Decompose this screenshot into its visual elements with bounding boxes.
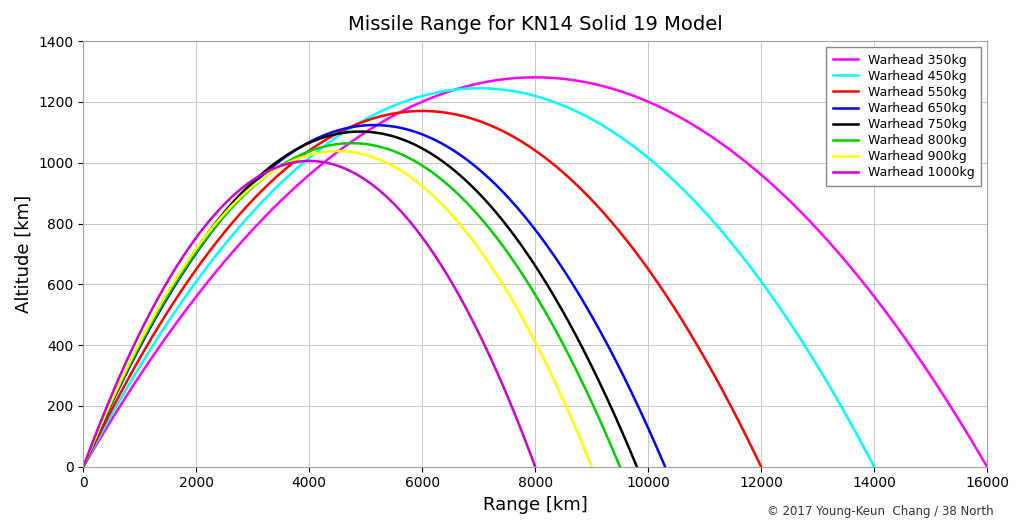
Warhead 650kg (143, 325, 156, 332)
Warhead 550kg (416, 108, 428, 114)
Text: © 2017 Young-Keun  Chang / 38 North: © 2017 Young-Keun Chang / 38 North (767, 505, 993, 518)
Warhead 750kg (313, 135, 326, 142)
Warhead 350kg (424, 95, 436, 102)
Line: Warhead 650kg: Warhead 650kg (83, 125, 666, 467)
Warhead 800kg (613, 463, 626, 470)
Warhead 750kg (620, 438, 632, 444)
Line: Warhead 350kg: Warhead 350kg (83, 77, 987, 467)
Line: Warhead 1000kg: Warhead 1000kg (83, 161, 536, 467)
Warhead 750kg (77, 463, 89, 470)
Warhead 800kg (77, 463, 89, 470)
Warhead 450kg (214, 247, 226, 253)
Legend: Warhead 350kg, Warhead 450kg, Warhead 550kg, Warhead 650kg, Warhead 750kg, Warhe: Warhead 350kg, Warhead 450kg, Warhead 55… (826, 48, 981, 186)
Warhead 1000kg (303, 158, 315, 164)
Warhead 550kg (155, 320, 167, 326)
Line: Warhead 800kg: Warhead 800kg (83, 143, 620, 467)
Warhead 450kg (472, 85, 484, 92)
Warhead 350kg (529, 74, 542, 80)
Warhead 550kg (741, 436, 754, 443)
Warhead 800kg (345, 140, 357, 147)
Warhead 450kg (381, 106, 393, 112)
Warhead 550kg (195, 260, 207, 266)
Line: Warhead 750kg: Warhead 750kg (83, 132, 637, 467)
Warhead 900kg (135, 336, 147, 342)
Warhead 1000kg (77, 463, 89, 470)
Warhead 350kg (233, 240, 246, 247)
Warhead 650kg (659, 463, 672, 470)
Warhead 800kg (170, 278, 182, 285)
Warhead 1000kg (529, 463, 542, 470)
Warhead 800kg (283, 158, 295, 164)
Warhead 350kg (180, 306, 193, 313)
Warhead 550kg (77, 463, 89, 470)
Warhead 900kg (575, 440, 588, 446)
Warhead 450kg (415, 93, 427, 99)
Warhead 350kg (964, 434, 976, 440)
Warhead 650kg (648, 437, 660, 444)
Warhead 550kg (337, 127, 349, 133)
Warhead 450kg (167, 311, 179, 317)
Warhead 1000kg (270, 165, 283, 171)
Warhead 650kg (326, 129, 338, 135)
X-axis label: Range [km]: Range [km] (483, 496, 588, 514)
Warhead 650kg (369, 122, 381, 128)
Warhead 650kg (178, 268, 190, 274)
Title: Missile Range for KN14 Solid 19 Model: Missile Range for KN14 Solid 19 Model (348, 15, 723, 34)
Warhead 800kg (306, 147, 318, 153)
Warhead 900kg (521, 324, 534, 330)
Warhead 550kg (669, 306, 681, 312)
Warhead 800kg (546, 320, 558, 326)
Warhead 450kg (767, 296, 779, 302)
Warhead 750kg (140, 328, 153, 334)
Warhead 1000kg (472, 328, 484, 334)
Warhead 900kg (586, 463, 598, 470)
Warhead 350kg (77, 463, 89, 470)
Warhead 650kg (585, 312, 597, 318)
Warhead 750kg (560, 315, 572, 321)
Warhead 900kg (272, 165, 285, 171)
Line: Warhead 450kg: Warhead 450kg (83, 88, 874, 467)
Warhead 900kg (294, 154, 306, 161)
Warhead 750kg (631, 463, 643, 470)
Warhead 650kg (77, 463, 89, 470)
Warhead 900kg (166, 282, 178, 289)
Warhead 350kg (981, 463, 993, 470)
Warhead 800kg (138, 333, 151, 339)
Warhead 350kg (866, 291, 879, 297)
Warhead 1000kg (129, 340, 141, 346)
Warhead 900kg (77, 463, 89, 470)
Line: Warhead 550kg: Warhead 550kg (83, 111, 761, 467)
Warhead 450kg (868, 463, 881, 470)
Warhead 750kg (354, 129, 367, 135)
Warhead 550kg (755, 463, 767, 470)
Warhead 450kg (853, 435, 865, 441)
Warhead 800kg (603, 439, 615, 445)
Warhead 350kg (463, 83, 475, 89)
Warhead 1000kg (156, 288, 168, 295)
Warhead 1000kg (251, 175, 263, 181)
Warhead 550kg (367, 115, 379, 122)
Warhead 450kg (77, 463, 89, 470)
Y-axis label: Altitude [km]: Altitude [km] (15, 195, 33, 313)
Warhead 1000kg (520, 440, 532, 446)
Warhead 650kg (300, 141, 312, 147)
Warhead 900kg (332, 148, 344, 154)
Line: Warhead 900kg: Warhead 900kg (83, 151, 592, 467)
Warhead 750kg (173, 271, 185, 278)
Warhead 750kg (290, 147, 302, 153)
